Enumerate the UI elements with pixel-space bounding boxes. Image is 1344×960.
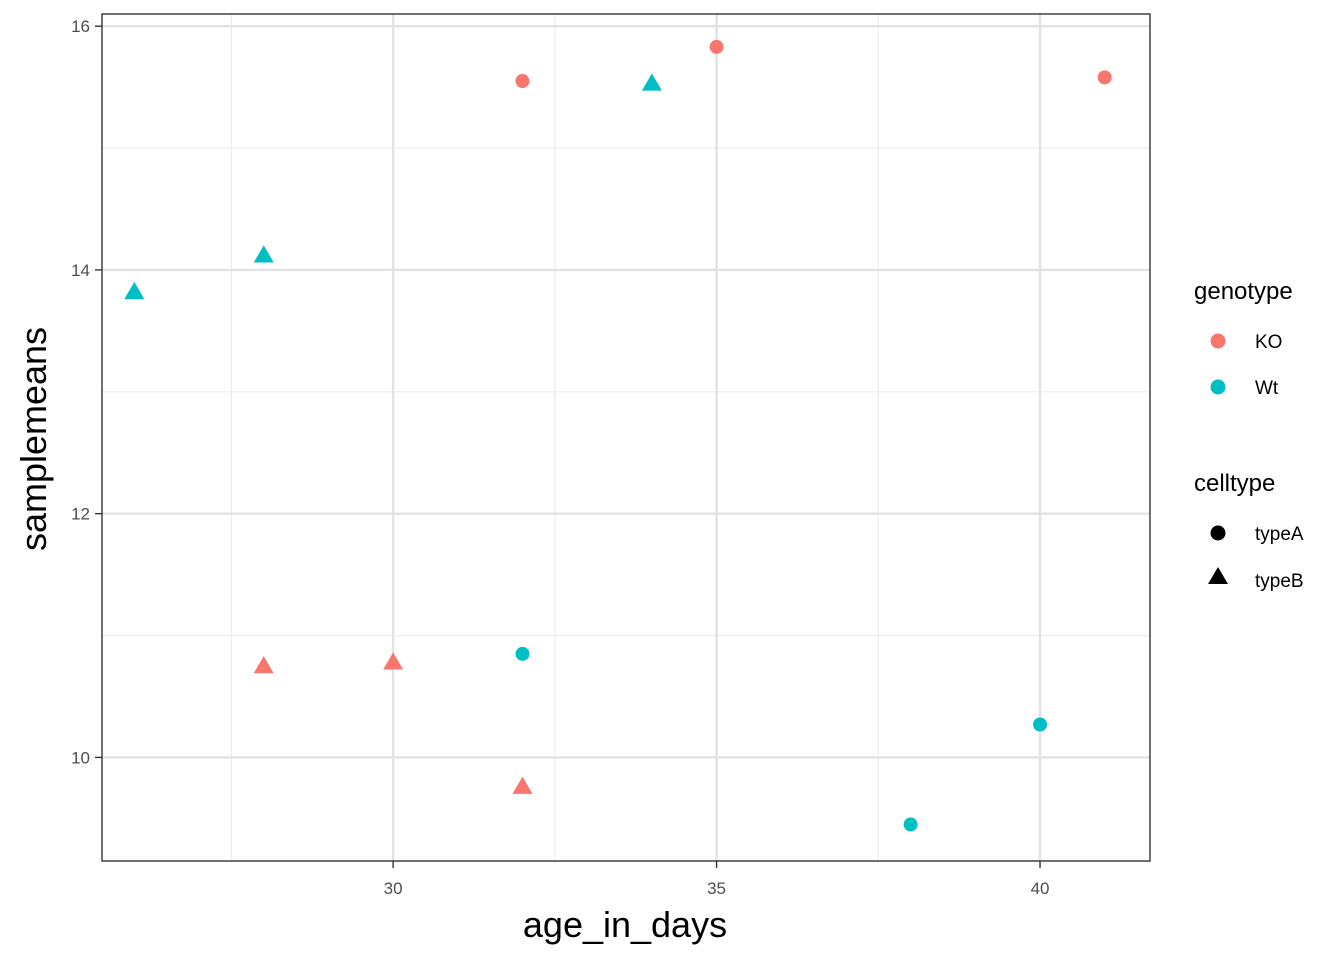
data-points (124, 39, 1112, 832)
data-point-ko-typea (709, 39, 724, 54)
y-tick-label: 14 (71, 261, 90, 280)
y-axis-title: samplemeans (13, 327, 54, 551)
x-axis-ticks: 30 35 40 (384, 861, 1050, 898)
legend-title-celltype: celltype (1194, 470, 1275, 497)
legend: genotype KO Wt celltype typeA typeB (1194, 278, 1304, 592)
x-axis-title: age_in_days (523, 904, 727, 945)
y-tick-label: 16 (71, 17, 90, 36)
data-point-wt-typea (903, 817, 918, 832)
panel-border (101, 13, 1151, 862)
legend-item-ko: KO (1210, 332, 1282, 353)
x-tick-label: 35 (707, 879, 726, 898)
legend-key-typea (1210, 525, 1226, 541)
legend-key-typeb (1208, 567, 1228, 584)
legend-item-typeb: typeB (1208, 567, 1304, 592)
legend-title-genotype: genotype (1194, 278, 1293, 305)
legend-item-typea: typeA (1210, 524, 1304, 545)
x-tick-label: 40 (1031, 879, 1050, 898)
minor-gridlines (102, 14, 1150, 861)
data-point-ko-typeb (512, 776, 533, 794)
y-tick-label: 12 (71, 505, 90, 524)
legend-key-wt (1210, 379, 1226, 395)
y-tick-label: 10 (71, 748, 90, 767)
legend-label-typeb: typeB (1255, 571, 1304, 592)
data-point-wt-typeb (253, 245, 274, 263)
legend-label-typea: typeA (1255, 524, 1304, 545)
x-tick-label: 30 (384, 879, 403, 898)
legend-label-wt: Wt (1255, 378, 1279, 399)
data-point-wt-typea (1033, 717, 1048, 732)
data-point-wt-typeb (124, 281, 145, 300)
data-point-ko-typeb (383, 652, 404, 670)
legend-key-ko (1210, 333, 1226, 349)
data-point-ko-typea (515, 74, 530, 89)
legend-label-ko: KO (1255, 332, 1282, 353)
data-point-wt-typeb (641, 73, 662, 91)
y-axis-ticks: 10 12 14 16 (71, 17, 102, 767)
data-point-ko-typea (1097, 70, 1112, 85)
data-point-wt-typea (515, 646, 530, 661)
legend-item-wt: Wt (1210, 378, 1279, 399)
data-point-ko-typeb (253, 656, 274, 674)
